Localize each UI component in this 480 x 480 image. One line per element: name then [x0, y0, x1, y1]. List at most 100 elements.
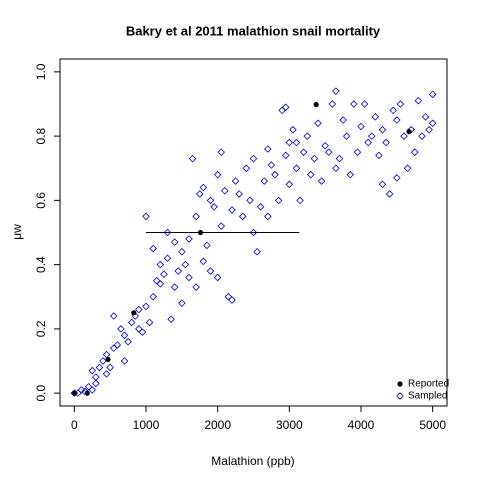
point	[346, 170, 355, 179]
point	[138, 328, 147, 336]
legend-marker	[396, 392, 404, 400]
point	[213, 170, 222, 179]
point	[185, 273, 193, 282]
point	[131, 310, 137, 316]
point	[418, 132, 426, 140]
point	[156, 280, 165, 288]
point	[274, 196, 283, 205]
point	[105, 356, 111, 363]
point	[231, 177, 240, 185]
point	[170, 283, 179, 291]
point	[170, 238, 179, 246]
y-tick-label: 0.4	[34, 256, 48, 273]
x-tick-label: 4000	[348, 418, 375, 432]
point	[335, 154, 344, 163]
y-tick-label: 1.0	[34, 63, 48, 80]
point	[195, 190, 204, 198]
point	[389, 106, 398, 115]
point	[342, 132, 351, 140]
point	[281, 151, 290, 160]
point	[307, 170, 315, 179]
point	[292, 138, 301, 147]
point	[428, 119, 437, 128]
legend-label: Reported	[408, 379, 449, 390]
point	[95, 363, 104, 372]
point	[192, 283, 200, 291]
point	[178, 248, 186, 256]
point	[378, 180, 387, 189]
point	[145, 318, 154, 327]
point	[385, 190, 394, 198]
x-tick-label: 0	[71, 418, 78, 432]
point	[406, 129, 412, 135]
point	[260, 177, 269, 185]
point	[92, 379, 100, 388]
point	[228, 296, 236, 304]
point	[249, 228, 258, 237]
point	[81, 387, 89, 396]
point	[403, 164, 412, 173]
plot-box	[59, 58, 448, 407]
point	[149, 292, 157, 301]
point	[246, 196, 254, 205]
point	[350, 100, 358, 108]
point	[160, 270, 168, 279]
point	[84, 390, 90, 396]
point	[221, 186, 229, 195]
point	[109, 312, 118, 320]
y-tick-label: 0.2	[34, 320, 48, 337]
point	[117, 325, 125, 333]
point	[317, 177, 326, 185]
point	[256, 203, 265, 211]
point	[421, 113, 430, 121]
point	[428, 90, 437, 99]
point	[99, 357, 107, 365]
point	[199, 257, 208, 266]
point	[88, 386, 97, 394]
point	[285, 180, 294, 189]
point	[163, 254, 172, 262]
point	[192, 212, 200, 221]
point	[217, 222, 226, 230]
x-axis-label: Malathion (ppb)	[211, 454, 294, 468]
point	[174, 267, 183, 275]
point	[393, 116, 401, 124]
point	[197, 229, 204, 236]
point	[410, 148, 419, 156]
point	[167, 315, 175, 324]
point	[382, 138, 390, 147]
point	[299, 148, 308, 156]
x-tick-label: 3000	[276, 418, 303, 432]
point	[206, 196, 215, 205]
point	[371, 113, 380, 121]
point	[188, 154, 197, 163]
point	[102, 370, 111, 378]
x-tick-label: 1000	[133, 418, 160, 432]
point	[135, 305, 143, 314]
point	[142, 212, 150, 221]
point	[127, 318, 136, 327]
point	[324, 148, 333, 156]
point	[400, 132, 408, 140]
point	[206, 267, 215, 275]
point	[235, 190, 243, 198]
point	[292, 164, 301, 173]
point	[199, 183, 208, 192]
point	[163, 228, 172, 237]
chart-title: Bakry et al 2011 malathion snail mortali…	[126, 23, 381, 38]
point	[357, 122, 365, 131]
y-tick-label: 0.0	[34, 384, 48, 401]
legend-label: Sampled	[408, 391, 447, 402]
point	[296, 196, 304, 205]
point	[285, 138, 294, 147]
x-tick-label: 5000	[419, 418, 446, 432]
point	[328, 100, 337, 108]
point	[92, 373, 100, 381]
point	[77, 386, 86, 394]
point	[271, 170, 279, 179]
point	[264, 145, 272, 153]
point	[88, 366, 97, 375]
y-axis-label: μw	[10, 224, 24, 240]
